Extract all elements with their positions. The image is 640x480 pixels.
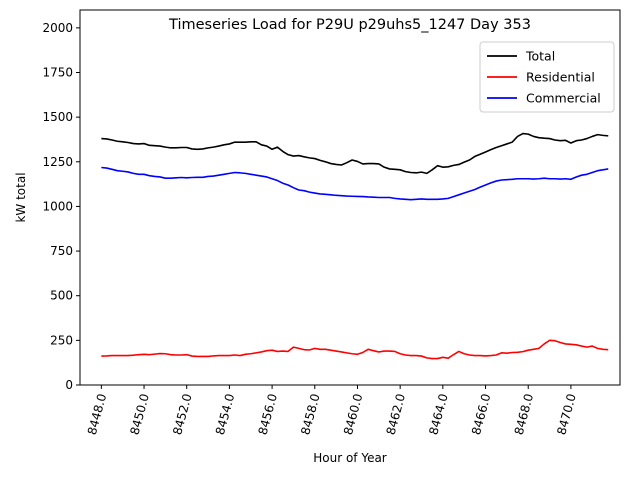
y-tick-label: 0 xyxy=(65,378,73,392)
legend: Total Residential Commercial xyxy=(479,41,615,113)
y-tick-label: 250 xyxy=(50,333,73,347)
x-axis-label: Hour of Year xyxy=(313,451,387,465)
y-axis-label: kW total xyxy=(14,172,28,222)
y-axis-ticks: 0 250 500 750 1000 1250 1500 1750 2000 xyxy=(42,21,80,392)
legend-label-residential: Residential xyxy=(526,70,595,85)
legend-box xyxy=(479,41,615,113)
y-tick-label: 750 xyxy=(50,244,73,258)
y-tick-label: 1000 xyxy=(42,199,73,213)
series-line-commercial xyxy=(101,166,609,201)
y-tick-label: 2000 xyxy=(42,21,73,35)
y-tick-label: 1500 xyxy=(42,110,73,124)
axes-frame xyxy=(79,9,621,386)
series-line-total xyxy=(101,132,609,175)
series-line-residential xyxy=(101,339,609,360)
chart-title: Timeseries Load for P29U p29uhs5_1247 Da… xyxy=(168,17,531,33)
legend-label-commercial: Commercial xyxy=(526,91,601,106)
plot-area xyxy=(79,9,621,386)
y-tick-label: 1750 xyxy=(42,66,73,80)
legend-label-total: Total xyxy=(525,49,555,64)
y-tick-label: 1250 xyxy=(42,155,73,169)
series-lines xyxy=(101,132,609,360)
y-tick-label: 500 xyxy=(50,289,73,303)
